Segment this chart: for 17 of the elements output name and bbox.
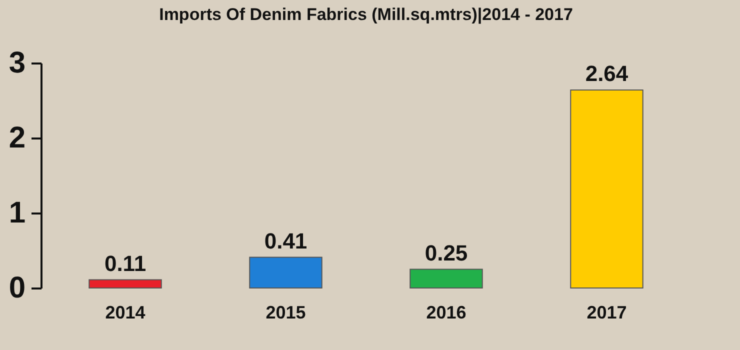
bar: [88, 279, 162, 288]
y-tick-label: 1: [8, 196, 26, 230]
x-tick-label: 2016: [426, 302, 466, 322]
data-label: 0.25: [424, 240, 468, 266]
chart-title: Imports Of Denim Fabrics (Mill.sq.mtrs)|2014 - 2017: [159, 5, 573, 24]
y-tick-label: 3: [8, 46, 26, 80]
y-tick-label: 0: [8, 272, 26, 304]
x-tick-label: 2015: [266, 302, 306, 322]
bar: [570, 90, 644, 288]
data-label: 2.64: [585, 61, 629, 86]
data-label: 0.41: [264, 228, 308, 254]
y-tick-label: 2: [8, 122, 26, 154]
x-tick-label: 2014: [105, 302, 146, 322]
x-tick-label: 2017: [586, 302, 627, 322]
bar: [249, 256, 322, 288]
bar: [410, 268, 483, 288]
data-label: 0.11: [104, 250, 146, 276]
